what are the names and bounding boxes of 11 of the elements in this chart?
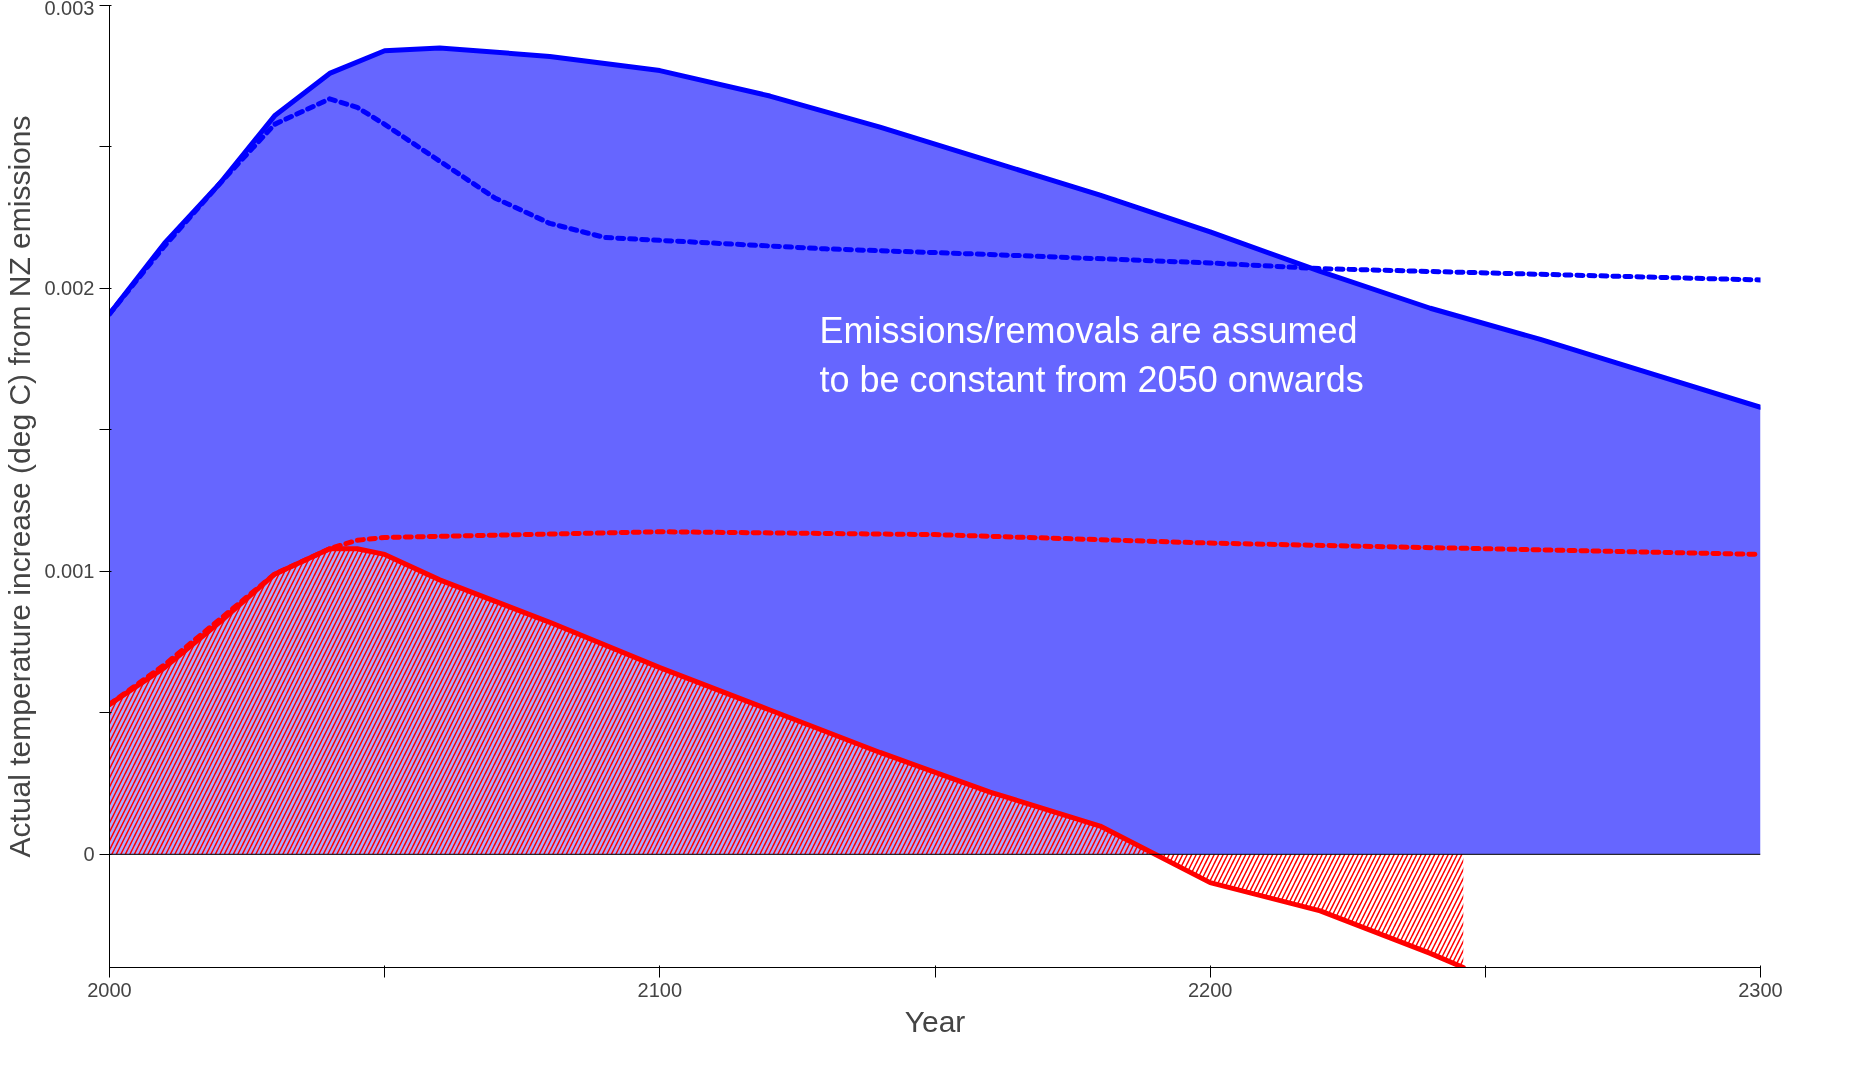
- annotation: Emissions/removals are assumed to be constant from 2050 onwards: [819, 309, 1364, 400]
- y-tick-label: 0: [83, 843, 95, 866]
- y-tick-label: 0.001: [44, 560, 95, 583]
- y-tick-label: 0.002: [44, 277, 95, 300]
- x-tick-label: 2000: [87, 978, 132, 1001]
- y-axis-title: Actual temperature increase (deg C) from NZ emissions: [3, 115, 37, 858]
- x-tick-label: 2300: [1738, 978, 1783, 1001]
- x-tick-label: 2200: [1187, 978, 1233, 1001]
- y-tick-label: 0.003: [44, 0, 95, 19]
- x-tick-label: 2100: [637, 978, 683, 1001]
- x-axis-title: Year: [904, 1004, 966, 1038]
